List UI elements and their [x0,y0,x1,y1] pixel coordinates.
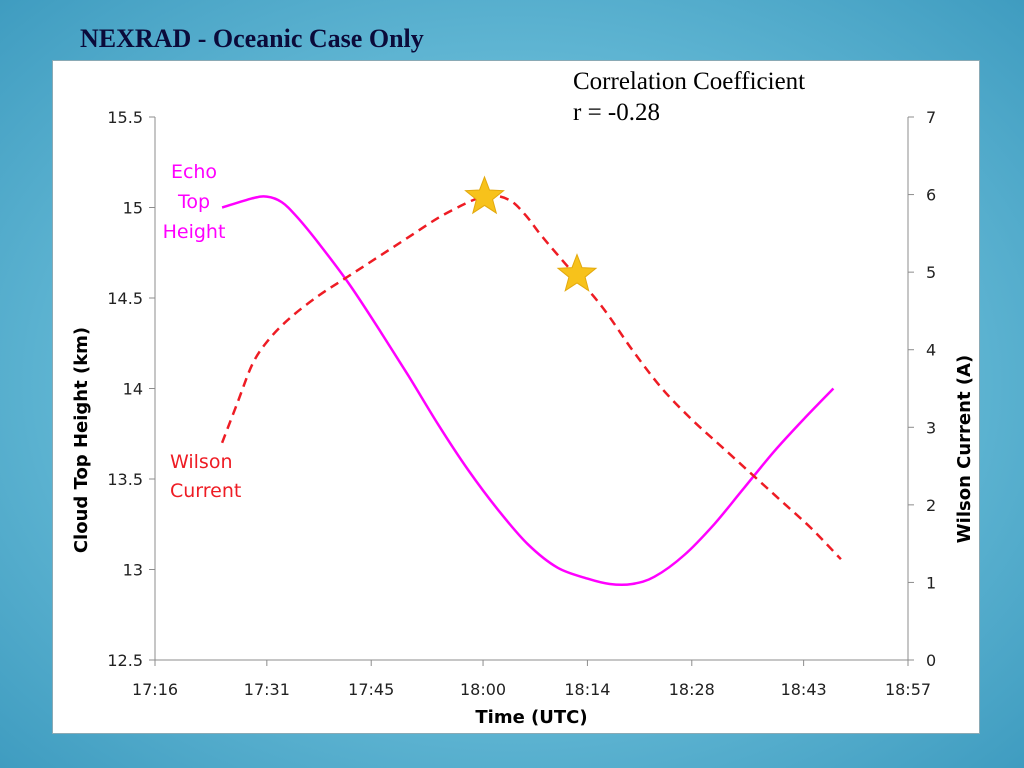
y-tick-label: 13 [123,561,143,580]
x-tick-label: 17:16 [132,680,178,699]
y-tick-label: 12.5 [107,651,143,670]
y-tick-label: 15.5 [107,108,143,127]
x-tick-label: 17:31 [244,680,290,699]
x-axis-title: Time (UTC) [475,707,587,728]
y2-tick-label: 6 [926,186,936,205]
y2-tick-label: 1 [926,573,936,592]
wilson-label-line: Wilson [170,451,233,473]
x-tick-label: 18:00 [460,680,506,699]
y2-tick-label: 3 [926,418,936,437]
echo-label-line: Top [177,191,210,213]
slide-title: NEXRAD - Oceanic Case Only [80,24,424,53]
y2-tick-label: 5 [926,263,936,282]
x-tick-label: 17:45 [348,680,394,699]
y2-tick-label: 4 [926,341,936,360]
x-tick-label: 18:43 [781,680,827,699]
axes-group: 12.5 13 13.5 14 14.5 15 15.5 0 1 2 3 4 5 6 7 17:16 17:31… [71,108,975,728]
wilson-current-line [220,194,842,561]
star-marker [556,253,598,292]
y-tick-label: 14.5 [107,289,143,308]
correlation-label: Correlation Coefficient [573,68,806,95]
star-marker [464,175,505,215]
wilson-label-line: Current [170,480,241,502]
correlation-value: r = -0.28 [573,99,660,126]
echo-label-line: Height [163,221,226,243]
x-tick-label: 18:14 [564,680,610,699]
wilson-current-label: Wilson Current [170,451,241,502]
y-tick-label: 13.5 [107,470,143,489]
x-tick-label: 18:57 [885,680,931,699]
echo-label-line: Echo [171,161,217,183]
echo-top-height-label: Echo Top Height [163,161,226,243]
correlation-annotation: Correlation Coefficient r = -0.28 [573,66,805,128]
y2-tick-label: 2 [926,496,936,515]
y-axis-title: Cloud Top Height (km) [71,327,92,553]
y2-tick-label: 7 [926,108,936,127]
markers-group [464,175,598,292]
y-tick-label: 15 [123,199,143,218]
series-group [220,194,842,587]
x-tick-label: 18:28 [669,680,715,699]
y-tick-label: 14 [123,380,143,399]
echo-top-height-line [221,195,835,587]
labels-group: Echo Top Height Wilson Current [163,161,242,502]
y2-axis-title: Wilson Current (A) [954,355,975,543]
y2-tick-label: 0 [926,651,936,670]
